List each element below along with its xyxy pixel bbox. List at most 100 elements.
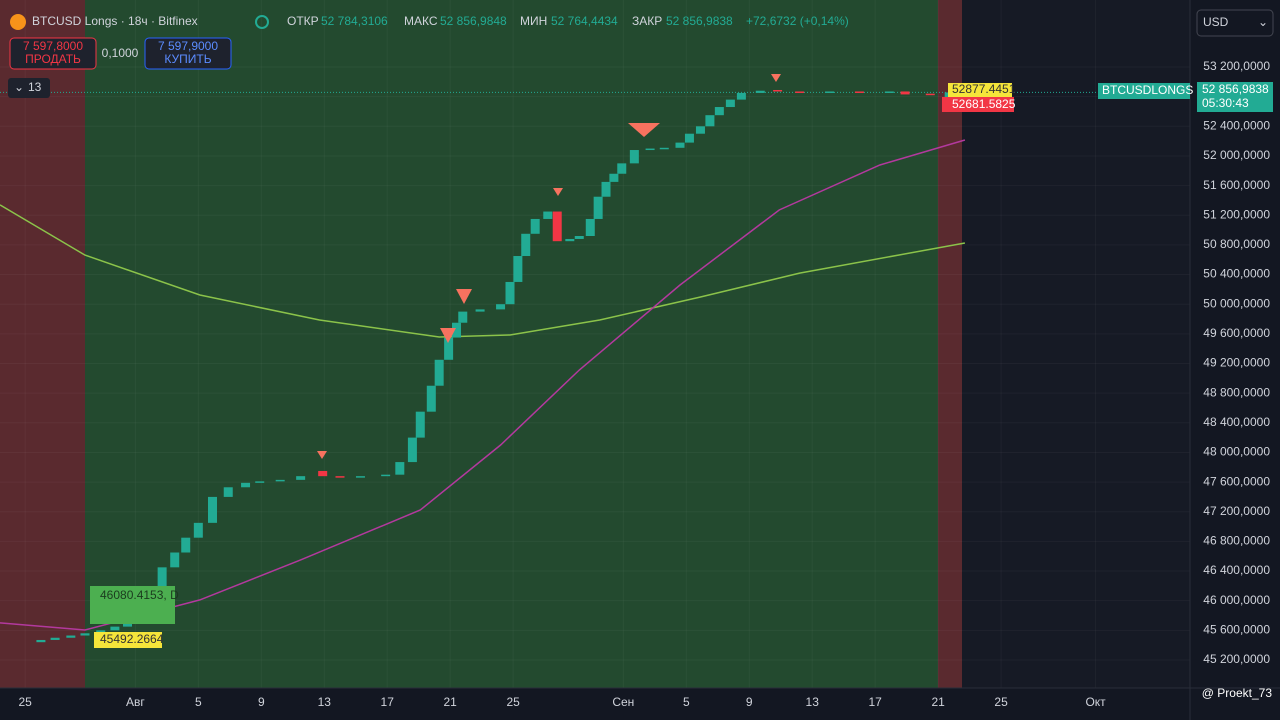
x-tick-label: 17 <box>381 695 395 709</box>
candle <box>617 163 627 174</box>
buy-button[interactable] <box>144 37 232 70</box>
y-tick-label: 45 200,0000 <box>1203 652 1270 666</box>
price-tag-bg <box>1197 82 1273 112</box>
quantity[interactable]: 0,1000 <box>102 46 139 60</box>
entry-box <box>90 586 175 624</box>
x-tick-label: 13 <box>318 695 332 709</box>
candle <box>552 211 562 242</box>
level-label-bg <box>948 83 1012 97</box>
candle <box>36 639 46 643</box>
candle <box>609 173 619 182</box>
candle <box>601 181 611 197</box>
candle <box>475 309 485 312</box>
candle <box>854 91 864 93</box>
candle <box>50 637 60 640</box>
y-tick-label: 51 200,0000 <box>1203 207 1270 221</box>
sell-price: 7 597,8000 <box>23 39 83 53</box>
y-tick-label: 45 600,0000 <box>1203 623 1270 637</box>
candle <box>884 91 894 93</box>
price-tag-countdown: 05:30:43 <box>1202 96 1249 110</box>
candle <box>110 626 120 631</box>
signal-marker <box>317 451 327 459</box>
candle <box>521 233 531 257</box>
y-tick-label: 53 200,0000 <box>1203 59 1270 73</box>
dropdown-icon: ⌄ <box>1258 15 1268 29</box>
ohlc-label: МИН <box>520 14 547 28</box>
sell-label: ПРОДАТЬ <box>25 52 81 66</box>
candle <box>66 635 76 638</box>
y-tick-label: 50 000,0000 <box>1203 296 1270 310</box>
price-tag-price: 52 856,9838 <box>1202 82 1269 96</box>
candle <box>444 337 454 360</box>
candle <box>629 150 639 164</box>
y-tick-label: 48 800,0000 <box>1203 385 1270 399</box>
signal-marker <box>771 74 781 82</box>
candle <box>193 522 203 538</box>
session-band <box>85 0 938 688</box>
x-tick-label: Окт <box>1085 695 1106 709</box>
x-tick-label: 21 <box>444 695 458 709</box>
candle <box>434 359 444 386</box>
candle <box>223 487 233 497</box>
y-tick-label: 48 400,0000 <box>1203 415 1270 429</box>
x-tick-label: Авг <box>126 695 145 709</box>
candle <box>355 476 365 478</box>
x-tick-label: 21 <box>931 695 945 709</box>
y-tick-label: 52 000,0000 <box>1203 148 1270 162</box>
y-tick-label: 47 200,0000 <box>1203 504 1270 518</box>
candle <box>451 322 461 338</box>
candle <box>407 437 417 463</box>
candle <box>695 126 705 134</box>
candle <box>645 148 655 151</box>
candle <box>275 479 285 482</box>
buy-price: 7 597,9000 <box>158 39 218 53</box>
x-tick-label: Сен <box>612 695 634 709</box>
moving-average <box>0 204 966 338</box>
candle <box>241 482 251 488</box>
session-band <box>938 0 962 688</box>
y-tick-label: 46 000,0000 <box>1203 593 1270 607</box>
candle <box>505 281 515 305</box>
candle <box>157 567 167 590</box>
x-tick-label: 13 <box>806 695 820 709</box>
candle <box>736 92 746 100</box>
signal-marker <box>553 188 563 196</box>
y-tick-label: 49 200,0000 <box>1203 356 1270 370</box>
ohlc-label: ОТКР <box>287 14 319 28</box>
signal-marker <box>456 289 472 304</box>
candle <box>755 90 765 93</box>
candle <box>795 91 805 93</box>
candle <box>714 107 724 116</box>
ohlc-label: ЗАКР <box>632 14 662 28</box>
y-tick-label: 46 800,0000 <box>1203 534 1270 548</box>
candle <box>426 385 436 412</box>
sell-button[interactable] <box>9 37 97 70</box>
candle <box>574 236 584 239</box>
candle <box>458 311 468 323</box>
y-tick-label: 52 400,0000 <box>1203 118 1270 132</box>
x-tick-label: 25 <box>506 695 520 709</box>
ohlc-value: 52 856,9838 <box>666 14 733 28</box>
indicator-toggle[interactable] <box>8 78 50 98</box>
entry-details: 46080.4153, D <box>100 588 179 602</box>
candle <box>296 476 306 480</box>
candle <box>208 496 217 523</box>
currency-select[interactable] <box>1196 9 1274 37</box>
candle <box>181 537 191 553</box>
price-tag-bg <box>1098 83 1190 99</box>
candle <box>585 218 595 237</box>
y-tick-label: 48 000,0000 <box>1203 445 1270 459</box>
candle <box>496 304 506 310</box>
candle <box>80 633 90 636</box>
ohlc-value: 52 764,4434 <box>551 14 618 28</box>
x-tick-label: 25 <box>19 695 33 709</box>
candle <box>565 238 575 242</box>
candle <box>530 218 540 234</box>
candle <box>96 630 106 634</box>
ohlc-value: 52 856,9848 <box>440 14 507 28</box>
indicator-count: 13 <box>28 80 42 94</box>
signal-marker <box>628 123 660 137</box>
candle <box>335 476 345 478</box>
symbol-title[interactable]: BTCUSD Longs · 18ч · Bitfinex <box>32 14 198 28</box>
candle <box>170 552 180 568</box>
